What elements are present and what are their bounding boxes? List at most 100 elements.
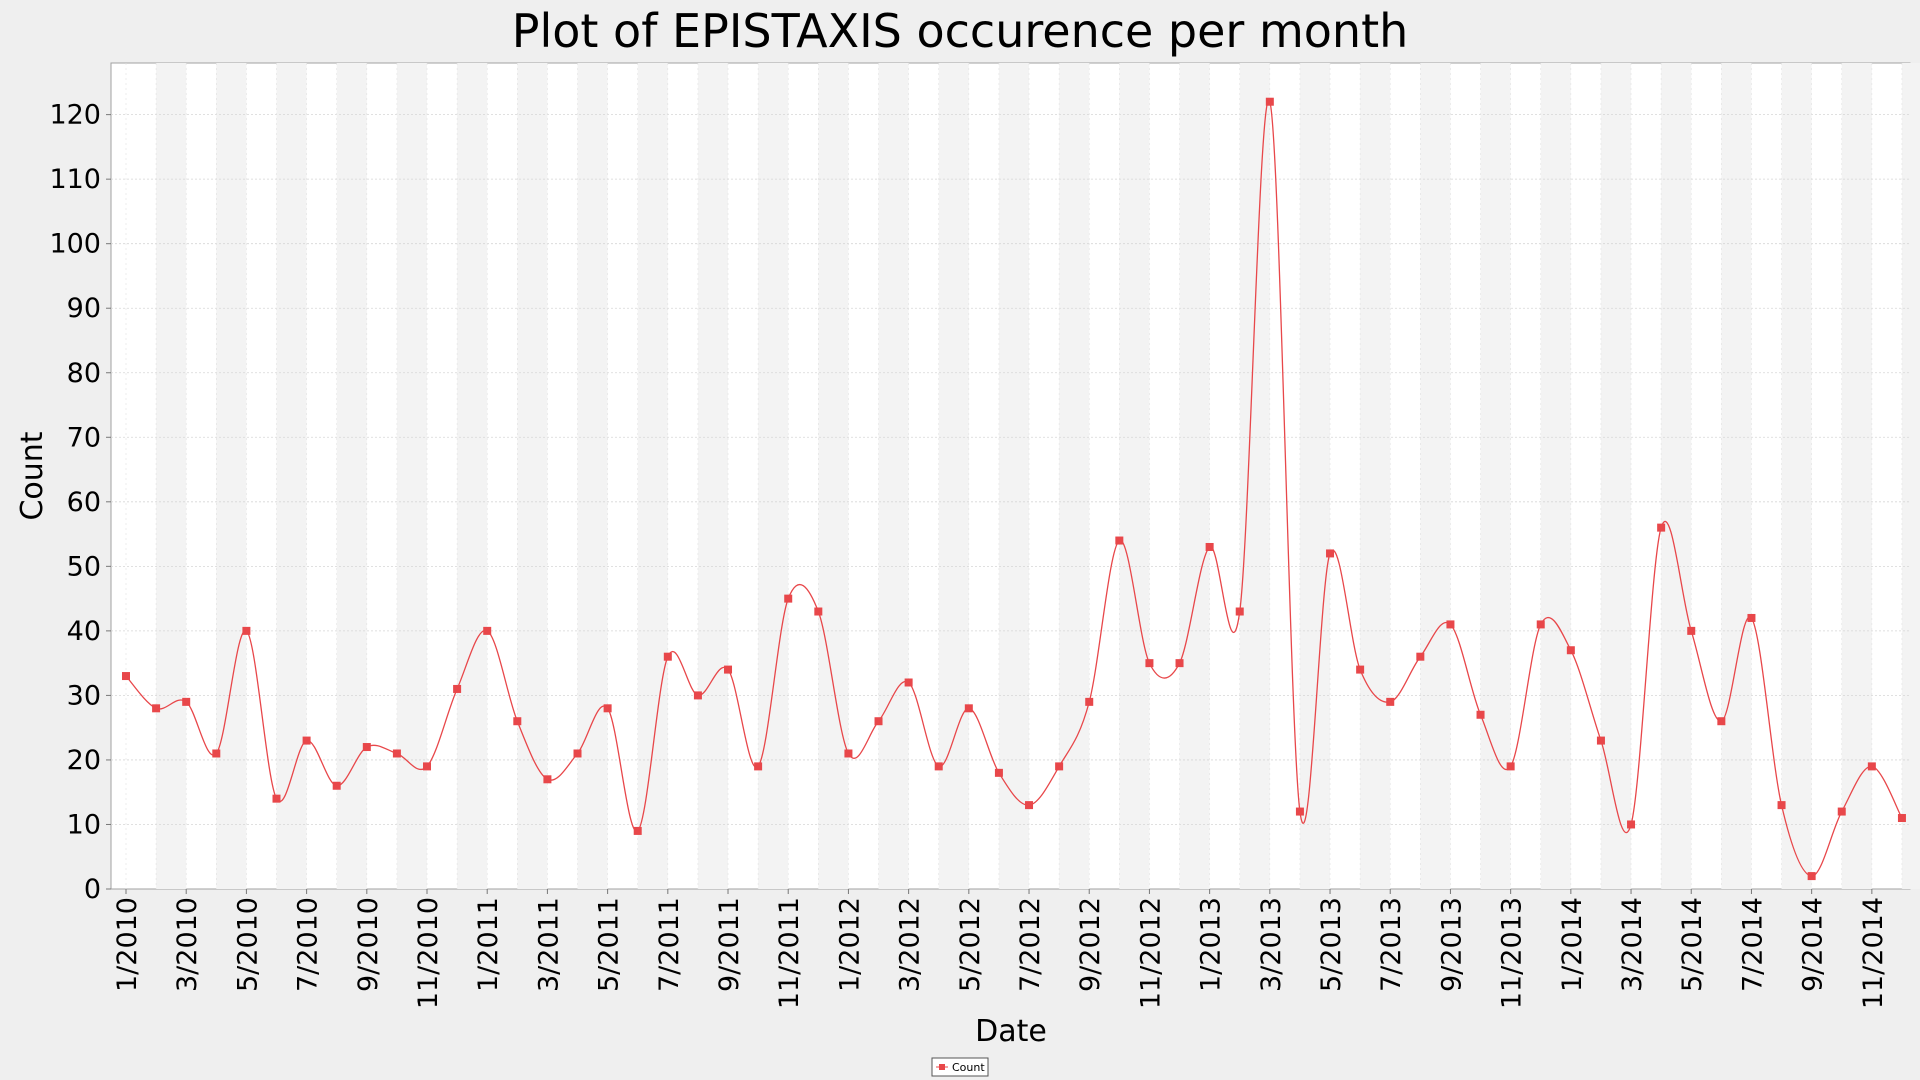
month-band <box>216 63 247 889</box>
month-band <box>938 63 969 889</box>
month-band <box>637 63 668 889</box>
x-tick-label: 11/2014 <box>1858 897 1889 1009</box>
data-point <box>332 781 341 790</box>
month-band <box>276 63 307 889</box>
data-point <box>1837 807 1846 816</box>
x-tick-label: 1/2013 <box>1196 897 1227 992</box>
series-points <box>122 97 1906 881</box>
x-tick-label: 3/2014 <box>1617 897 1648 992</box>
y-tick-label: 100 <box>49 229 101 260</box>
data-point <box>693 691 702 700</box>
x-axis-ticks: 1/2010 3/2010 5/2010 7/2010 9/2010 11/2010 1/2… <box>112 889 1889 1009</box>
data-point <box>754 762 763 771</box>
data-point <box>724 665 733 674</box>
y-axis-title: Count <box>15 431 50 520</box>
x-tick-label: 7/2012 <box>1015 897 1046 992</box>
legend-marker <box>939 1064 945 1070</box>
data-point <box>1085 697 1094 706</box>
data-point <box>1416 652 1425 661</box>
month-band <box>878 63 909 889</box>
data-point <box>302 736 311 745</box>
data-point <box>242 626 251 635</box>
data-point <box>182 697 191 706</box>
month-band <box>396 63 428 889</box>
data-point <box>152 704 161 713</box>
data-point <box>1506 762 1515 771</box>
x-tick-label: 9/2013 <box>1436 897 1467 992</box>
x-tick-label: 9/2011 <box>714 897 745 992</box>
y-tick-label: 50 <box>67 551 101 582</box>
month-band <box>1841 63 1872 889</box>
data-point <box>573 749 582 758</box>
data-point <box>934 762 943 771</box>
x-tick-label: 7/2010 <box>293 897 324 992</box>
data-point <box>1175 659 1184 668</box>
legend-box <box>931 1057 989 1077</box>
x-tick-label: 11/2012 <box>1135 897 1166 1009</box>
month-band <box>577 63 608 889</box>
x-tick-label: 5/2012 <box>955 897 986 992</box>
x-tick-label: 3/2012 <box>895 897 926 992</box>
data-point <box>1295 807 1304 816</box>
x-tick-label: 1/2011 <box>473 897 504 992</box>
data-point <box>1867 762 1876 771</box>
y-tick-label: 60 <box>67 487 101 518</box>
data-point <box>212 749 221 758</box>
data-point <box>1025 801 1034 810</box>
y-tick-label: 70 <box>67 422 101 453</box>
x-tick-label: 7/2014 <box>1737 897 1768 992</box>
data-point <box>1115 536 1124 545</box>
y-tick-label: 10 <box>67 809 101 840</box>
data-point <box>1657 523 1666 532</box>
month-band <box>336 63 367 889</box>
data-point <box>844 749 853 758</box>
month-band <box>1119 63 1150 889</box>
y-tick-label: 40 <box>67 616 101 647</box>
legend: Count <box>931 1057 989 1077</box>
month-band <box>758 63 789 889</box>
x-tick-label: 11/2011 <box>774 897 805 1009</box>
data-point <box>1386 697 1395 706</box>
y-axis-ticks: 0 10 20 30 40 50 60 70 80 90 100 110 120 <box>49 100 111 905</box>
x-tick-label: 3/2010 <box>172 897 203 992</box>
data-point <box>663 652 672 661</box>
month-band <box>1901 63 1920 889</box>
data-point <box>423 762 432 771</box>
x-tick-label: 3/2011 <box>533 897 564 992</box>
y-tick-label: 20 <box>67 745 101 776</box>
data-point <box>633 826 642 835</box>
data-point <box>1717 717 1726 726</box>
data-point <box>272 794 281 803</box>
x-tick-label: 9/2010 <box>353 897 384 992</box>
x-tick-label: 3/2013 <box>1256 897 1287 992</box>
x-tick-label: 11/2013 <box>1497 897 1528 1009</box>
data-point <box>1265 97 1274 106</box>
data-point <box>453 684 462 693</box>
month-band <box>156 63 187 889</box>
data-point <box>1687 626 1696 635</box>
legend-label: Count <box>952 1061 985 1074</box>
chart-title: Plot of EPISTAXIS occurence per month <box>512 4 1409 58</box>
y-tick-label: 0 <box>84 874 101 905</box>
data-point <box>1055 762 1064 771</box>
data-point <box>513 717 522 726</box>
x-tick-label: 5/2013 <box>1316 897 1347 992</box>
y-tick-label: 90 <box>67 293 101 324</box>
data-point <box>1356 665 1365 674</box>
data-point <box>1536 620 1545 629</box>
y-tick-label: 120 <box>49 100 101 131</box>
data-point <box>392 749 401 758</box>
data-point <box>1807 872 1816 881</box>
x-tick-label: 1/2014 <box>1557 897 1588 992</box>
month-band <box>1480 63 1511 889</box>
data-point <box>1235 607 1244 616</box>
data-point <box>784 594 793 603</box>
x-axis-title: Date <box>975 1014 1047 1049</box>
x-tick-label: 1/2010 <box>112 897 143 992</box>
data-point <box>1446 620 1455 629</box>
x-tick-label: 9/2014 <box>1798 897 1829 992</box>
month-bands <box>156 63 1920 889</box>
x-tick-label: 7/2013 <box>1376 897 1407 992</box>
